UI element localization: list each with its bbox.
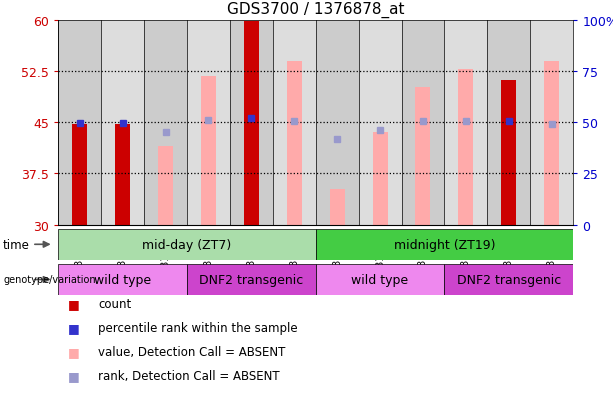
Bar: [58, 264, 187, 295]
Text: wild type: wild type: [94, 273, 151, 286]
Bar: [101, 21, 144, 225]
Text: DNF2 transgenic: DNF2 transgenic: [199, 273, 303, 286]
Bar: [273, 21, 316, 225]
Bar: [58, 21, 101, 225]
Bar: [501, 81, 516, 225]
Bar: [244, 22, 259, 225]
Bar: [72, 124, 87, 225]
Text: count: count: [98, 297, 131, 310]
Text: ■: ■: [67, 297, 80, 310]
Text: mid-day (ZT7): mid-day (ZT7): [142, 238, 232, 251]
Bar: [359, 21, 402, 225]
Bar: [230, 21, 273, 225]
Text: time: time: [3, 238, 30, 251]
Bar: [416, 88, 430, 225]
Bar: [544, 62, 559, 225]
Bar: [530, 21, 573, 225]
Text: value, Detection Call = ABSENT: value, Detection Call = ABSENT: [98, 345, 286, 358]
Text: midnight (ZT19): midnight (ZT19): [394, 238, 495, 251]
Bar: [444, 21, 487, 225]
Bar: [201, 76, 216, 225]
Bar: [316, 264, 444, 295]
Text: wild type: wild type: [351, 273, 409, 286]
Bar: [444, 264, 573, 295]
Text: ■: ■: [67, 321, 80, 334]
Text: ■: ■: [67, 345, 80, 358]
Text: DNF2 transgenic: DNF2 transgenic: [457, 273, 561, 286]
Bar: [402, 21, 444, 225]
Bar: [287, 62, 302, 225]
Text: ■: ■: [67, 369, 80, 382]
Bar: [316, 229, 573, 260]
Bar: [459, 70, 473, 225]
Bar: [330, 190, 345, 225]
Bar: [144, 21, 187, 225]
Text: percentile rank within the sample: percentile rank within the sample: [98, 321, 298, 334]
Text: rank, Detection Call = ABSENT: rank, Detection Call = ABSENT: [98, 369, 280, 382]
Bar: [158, 147, 173, 225]
Text: genotype/variation: genotype/variation: [3, 275, 96, 285]
Bar: [115, 124, 130, 225]
Bar: [187, 264, 316, 295]
Bar: [487, 21, 530, 225]
Bar: [58, 229, 316, 260]
Title: GDS3700 / 1376878_at: GDS3700 / 1376878_at: [227, 2, 405, 18]
Bar: [373, 133, 387, 225]
Bar: [316, 21, 359, 225]
Bar: [187, 21, 230, 225]
